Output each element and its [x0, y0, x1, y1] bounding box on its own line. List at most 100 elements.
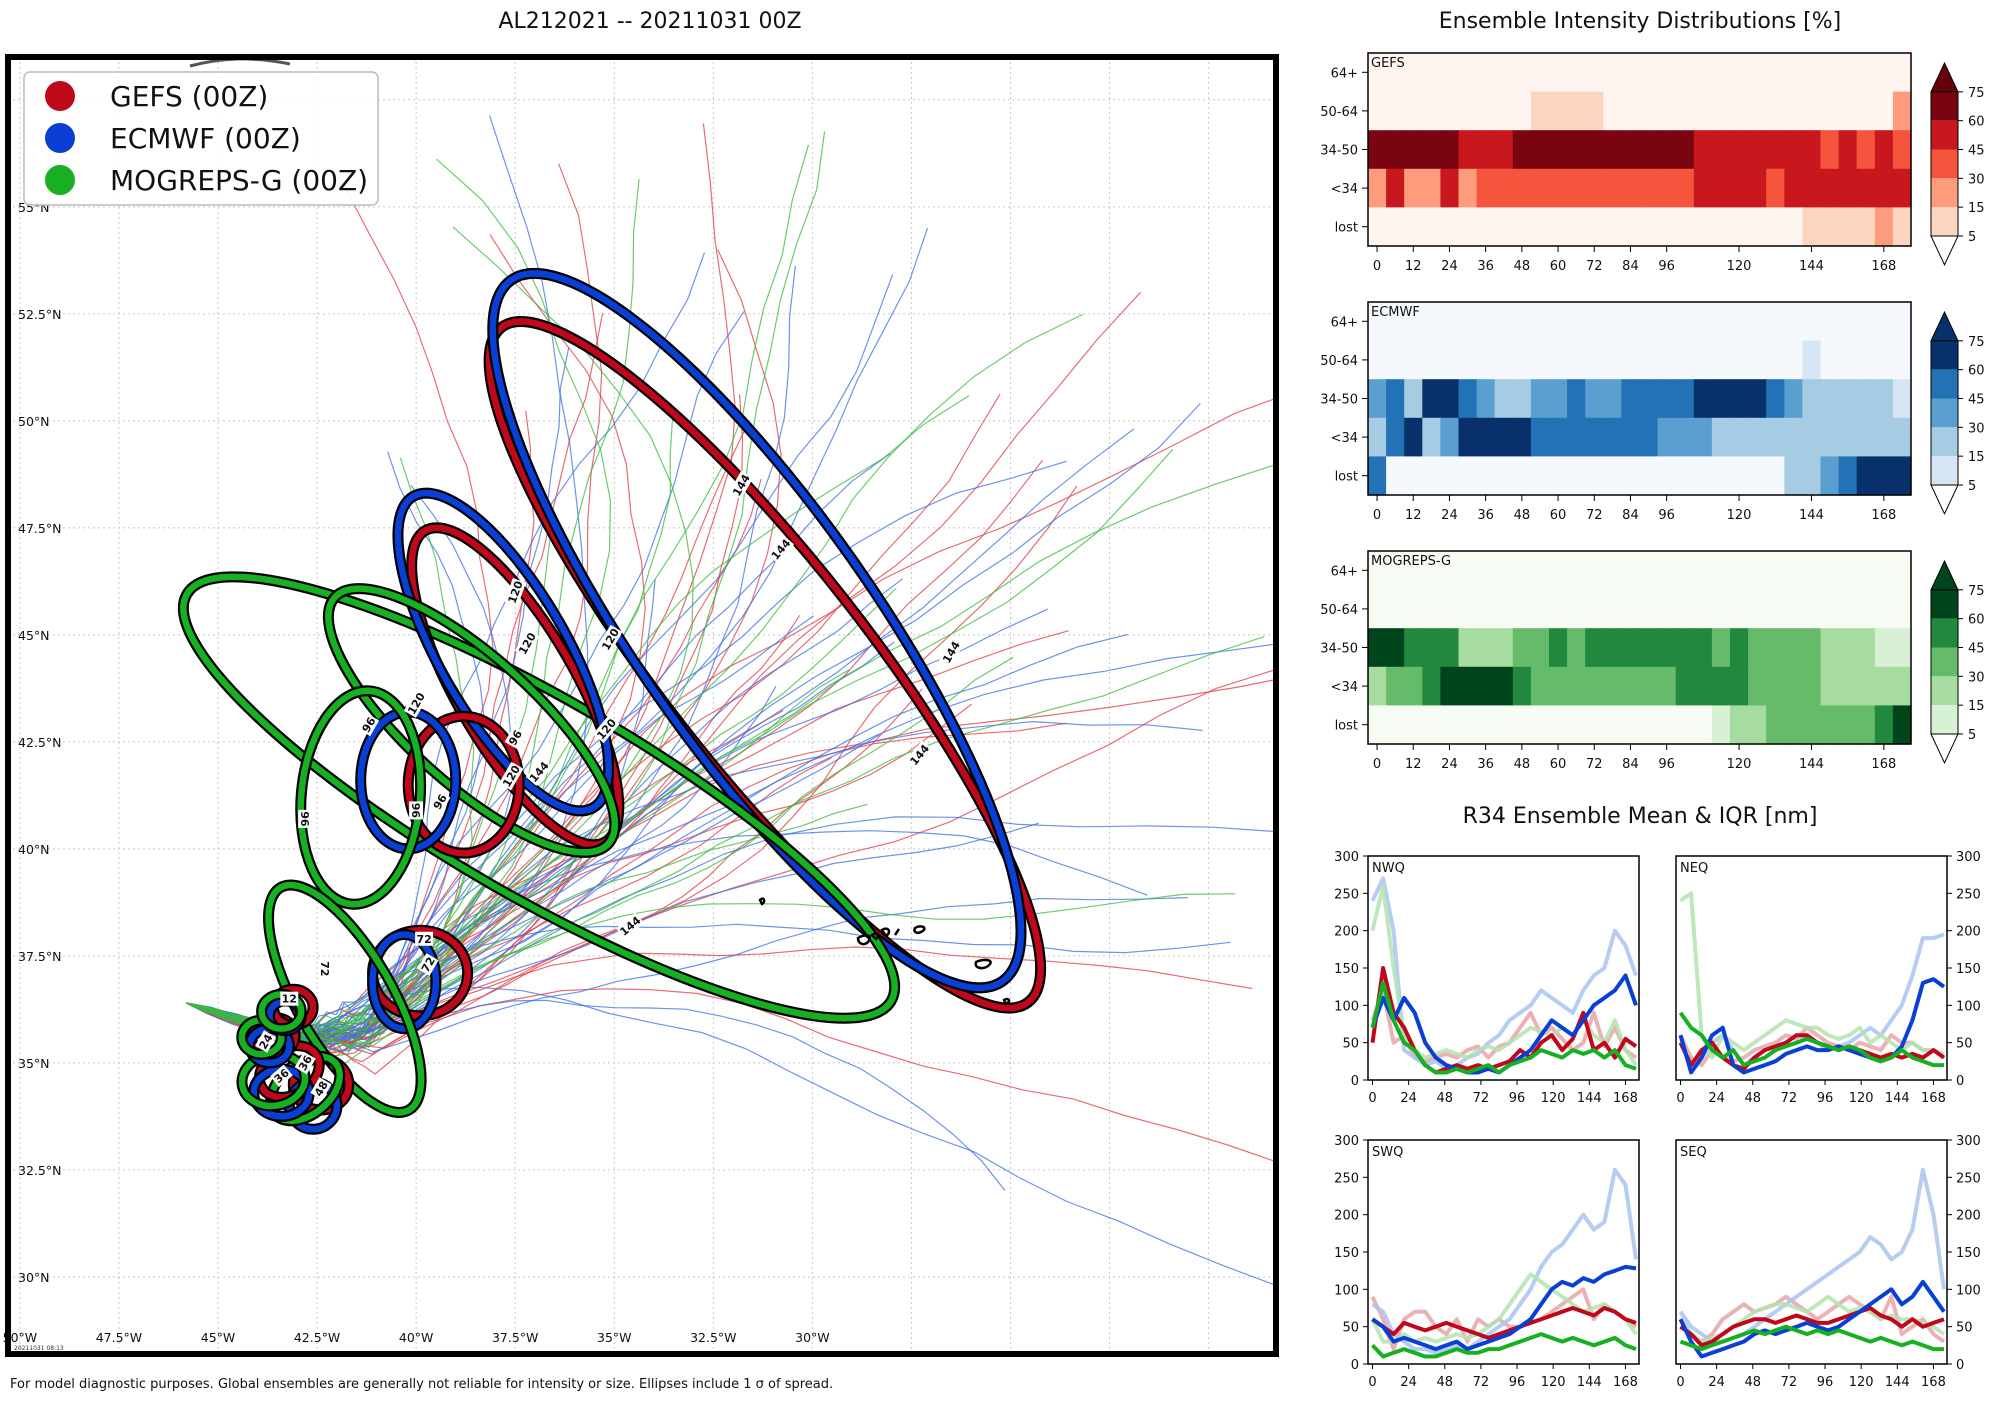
- heat-cell: [1874, 589, 1894, 629]
- heat-cell: [1476, 130, 1496, 170]
- latitude-labels: 30°N 32.5°N 35°N 37.5°N 40°N 42.5°N 45°N 47.5°N…: [18, 200, 61, 1285]
- r34-mean-mogreps-g: [1370, 980, 1637, 1075]
- r34-y-label: 50: [1956, 1321, 1973, 1336]
- heat-cell: [1675, 379, 1695, 419]
- heat-cell: [1892, 207, 1912, 247]
- heat-cell: [1675, 340, 1695, 380]
- heat-cell: [1458, 551, 1478, 591]
- heat-cell: [1368, 168, 1387, 208]
- heat-cell: [1693, 302, 1713, 342]
- ellipse-hour-label: 96: [298, 809, 313, 828]
- heat-cell: [1530, 589, 1550, 629]
- heat-cell: [1711, 628, 1731, 668]
- r34-mean-ecmwf: [1678, 977, 1946, 1075]
- colorbar-extend-top: [1930, 61, 1959, 93]
- longitude-labels: 50°W 47.5°W 45°W 42.5°W 40°W 37.5°W 35°W 32.5°W…: [3, 1330, 830, 1345]
- colorbar-label: 75: [1968, 86, 1985, 101]
- label-bg: [417, 953, 439, 976]
- label-bg: [504, 726, 526, 749]
- heat-cell: [1856, 207, 1876, 247]
- r34-panel-nwq: NWQ 0 50 100 150 200 250 300 0 24 48 72 96 120 144 168: [1334, 850, 1640, 1106]
- row-label: 34-50: [1320, 393, 1358, 408]
- heat-cell: [1585, 666, 1604, 706]
- heat-cell: [1585, 456, 1604, 496]
- heat-cell: [1784, 589, 1803, 629]
- heat-cell: [1476, 551, 1496, 591]
- colorbar-segment: [1931, 456, 1958, 485]
- intensity-title: Ensemble Intensity Distributions [%]: [1439, 9, 1842, 34]
- colorbar-extend-top: [1930, 310, 1959, 342]
- r34-quadrant-name: NEQ: [1680, 861, 1708, 876]
- label-text: 96: [410, 802, 423, 818]
- heat-cell: [1567, 130, 1586, 170]
- heat-cell: [1892, 340, 1912, 380]
- x-tick-label: 48: [1514, 259, 1531, 274]
- colorbar-segment: [1931, 120, 1958, 150]
- heat-cell: [1458, 340, 1478, 380]
- row-label: 34-50: [1320, 144, 1358, 159]
- r34-x-label: 96: [1817, 1091, 1834, 1106]
- r34-x-label: 96: [1509, 1091, 1526, 1106]
- x-tick-label: 84: [1622, 259, 1639, 274]
- heat-cell: [1386, 302, 1405, 342]
- heat-cell: [1802, 589, 1822, 629]
- colorbar-label: 45: [1968, 144, 1985, 159]
- r34-x-label: 0: [1368, 1375, 1376, 1390]
- x-tick-label: 48: [1514, 508, 1531, 523]
- colorbar-label: 75: [1968, 584, 1985, 599]
- heat-cell: [1603, 456, 1622, 496]
- heat-cell: [1621, 628, 1641, 668]
- heat-cell: [1386, 340, 1405, 380]
- heat-cell: [1368, 207, 1387, 247]
- legend-entry-gefs: GEFS (00Z): [45, 80, 268, 113]
- heat-cell: [1639, 379, 1659, 419]
- x-tick-label: 12: [1405, 757, 1422, 772]
- heat-cell: [1856, 589, 1876, 629]
- heat-cell: [1802, 456, 1822, 496]
- r34-x-label: 168: [1921, 1091, 1946, 1106]
- heat-cell: [1856, 456, 1876, 496]
- lat-label: 45°N: [18, 628, 50, 643]
- lat-label: 35°N: [18, 1056, 50, 1071]
- heat-cell: [1766, 130, 1785, 170]
- heat-cell: [1784, 302, 1803, 342]
- ellipse-stroke: [404, 712, 523, 857]
- heat-cell: [1856, 130, 1876, 170]
- heat-cell: [1476, 417, 1496, 457]
- heat-cell: [1802, 379, 1822, 419]
- heat-cell: [1675, 705, 1695, 745]
- heat-cell: [1784, 91, 1803, 131]
- heat-cell: [1530, 130, 1550, 170]
- heat-cell: [1657, 130, 1677, 170]
- heat-cell: [1748, 130, 1767, 170]
- heat-cell: [1621, 379, 1641, 419]
- heat-cell: [1549, 91, 1568, 131]
- colorbar-segment: [1931, 427, 1958, 457]
- heat-cell: [1802, 340, 1822, 380]
- heat-cell: [1784, 130, 1803, 170]
- heat-cell: [1458, 53, 1478, 93]
- r34-y-label: 150: [1334, 1246, 1359, 1261]
- heat-cell: [1440, 589, 1460, 629]
- heat-cell: [1838, 551, 1858, 591]
- heat-cell: [1368, 379, 1387, 419]
- heat-cell: [1766, 340, 1785, 380]
- heat-cell: [1874, 417, 1894, 457]
- r34-x-label: 144: [1885, 1091, 1910, 1106]
- heat-cell: [1657, 417, 1677, 457]
- heat-cell: [1675, 207, 1695, 247]
- x-tick-label: 144: [1799, 757, 1824, 772]
- r34-x-label: 168: [1613, 1091, 1638, 1106]
- heat-cell: [1802, 705, 1822, 745]
- x-tick-label: 0: [1373, 757, 1381, 772]
- heat-cell: [1748, 207, 1767, 247]
- ellipse-hour-label: 72: [415, 931, 434, 946]
- heat-cell: [1567, 302, 1586, 342]
- heat-cell: [1494, 91, 1514, 131]
- lat-label: 52.5°N: [18, 307, 61, 322]
- heat-cell: [1567, 456, 1586, 496]
- heat-cell: [1874, 168, 1894, 208]
- heat-cell: [1368, 340, 1387, 380]
- heat-cell: [1549, 456, 1568, 496]
